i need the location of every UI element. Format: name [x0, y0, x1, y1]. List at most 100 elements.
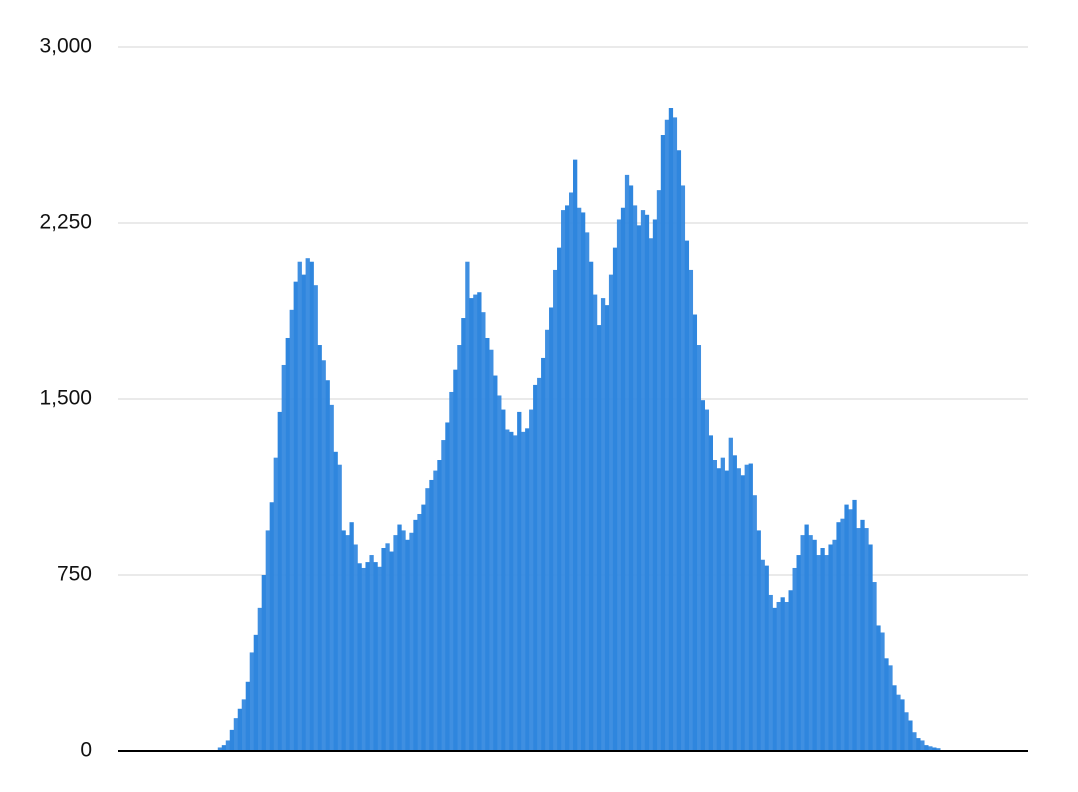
- bar: [509, 431, 514, 751]
- bar: [313, 285, 318, 751]
- bar: [241, 699, 247, 751]
- bar: [421, 504, 426, 751]
- bar: [644, 214, 650, 751]
- bar: [325, 380, 330, 751]
- bar: [385, 543, 390, 751]
- axis: 0 750 1,500 2,250 3,000: [39, 35, 1028, 762]
- bar: [413, 519, 418, 751]
- bar: [553, 269, 558, 751]
- bar: [832, 539, 837, 751]
- bar: [317, 345, 322, 751]
- bar: [912, 732, 917, 751]
- bar: [676, 150, 682, 752]
- bar: [848, 509, 853, 751]
- bar: [265, 530, 270, 751]
- bar: [704, 409, 710, 751]
- bar: [728, 437, 733, 751]
- bar: [321, 360, 326, 751]
- bar: [493, 375, 498, 751]
- bar: [573, 159, 578, 751]
- bar: [425, 488, 430, 751]
- bar: [608, 274, 614, 751]
- bar: [732, 455, 737, 751]
- bar: [445, 422, 450, 751]
- bar: [708, 435, 713, 751]
- y-tick-label: 1,500: [39, 387, 92, 410]
- bar: [764, 565, 769, 751]
- bar: [904, 712, 909, 751]
- bar: [521, 431, 526, 751]
- bar: [816, 555, 821, 751]
- bar: [245, 681, 251, 751]
- bar: [277, 411, 282, 751]
- bar: [864, 528, 869, 751]
- bar: [668, 108, 674, 752]
- bar: [720, 457, 725, 751]
- bar: [752, 495, 757, 751]
- bar: [549, 307, 554, 751]
- bar: [301, 274, 306, 751]
- bar: [840, 518, 845, 751]
- bar: [824, 555, 829, 751]
- bar: [373, 562, 378, 751]
- y-tick-label: 3,000: [39, 35, 92, 58]
- bar: [656, 190, 662, 751]
- bar: [449, 391, 454, 751]
- bar: [788, 590, 793, 751]
- bar: [309, 261, 314, 751]
- bar: [920, 740, 925, 751]
- bar: [588, 261, 594, 751]
- bar: [569, 192, 574, 751]
- bar: [305, 258, 310, 751]
- bar: [353, 544, 358, 751]
- bar: [800, 535, 805, 751]
- bar: [712, 460, 717, 751]
- bar: [672, 117, 678, 751]
- bar: [796, 555, 801, 751]
- bar: [273, 457, 278, 751]
- bar: [780, 597, 785, 751]
- bar: [744, 464, 749, 751]
- bar: [756, 530, 761, 751]
- bar: [652, 219, 658, 752]
- bar: [217, 747, 223, 751]
- bars: [217, 108, 941, 752]
- bar: [928, 746, 933, 751]
- bar: [485, 337, 490, 751]
- bar: [584, 232, 590, 752]
- bar: [724, 470, 729, 751]
- bar: [812, 539, 817, 751]
- bar: [856, 528, 861, 751]
- bar: [860, 519, 865, 751]
- bar: [289, 309, 294, 751]
- bar: [932, 747, 937, 751]
- bar: [529, 409, 534, 751]
- bar: [437, 460, 442, 751]
- bar: [405, 539, 410, 751]
- bar: [632, 205, 638, 751]
- bar: [393, 535, 398, 751]
- bar: [892, 685, 897, 751]
- bar: [852, 499, 857, 751]
- bar: [561, 210, 566, 752]
- bar: [233, 718, 239, 751]
- bar: [688, 269, 694, 751]
- bar: [660, 135, 666, 751]
- bar: [253, 634, 258, 751]
- y-tick-label: 0: [80, 739, 92, 762]
- bar: [772, 607, 777, 751]
- bar: [592, 294, 598, 751]
- bar: [377, 566, 382, 751]
- bar: [429, 479, 434, 751]
- bar: [908, 720, 913, 751]
- bar: [576, 207, 582, 751]
- bar: [620, 207, 626, 751]
- bar: [748, 463, 753, 751]
- bar: [497, 395, 502, 751]
- bar: [225, 740, 231, 751]
- bar: [337, 464, 342, 751]
- bar: [740, 475, 745, 751]
- bar: [628, 185, 634, 751]
- bar: [365, 562, 370, 751]
